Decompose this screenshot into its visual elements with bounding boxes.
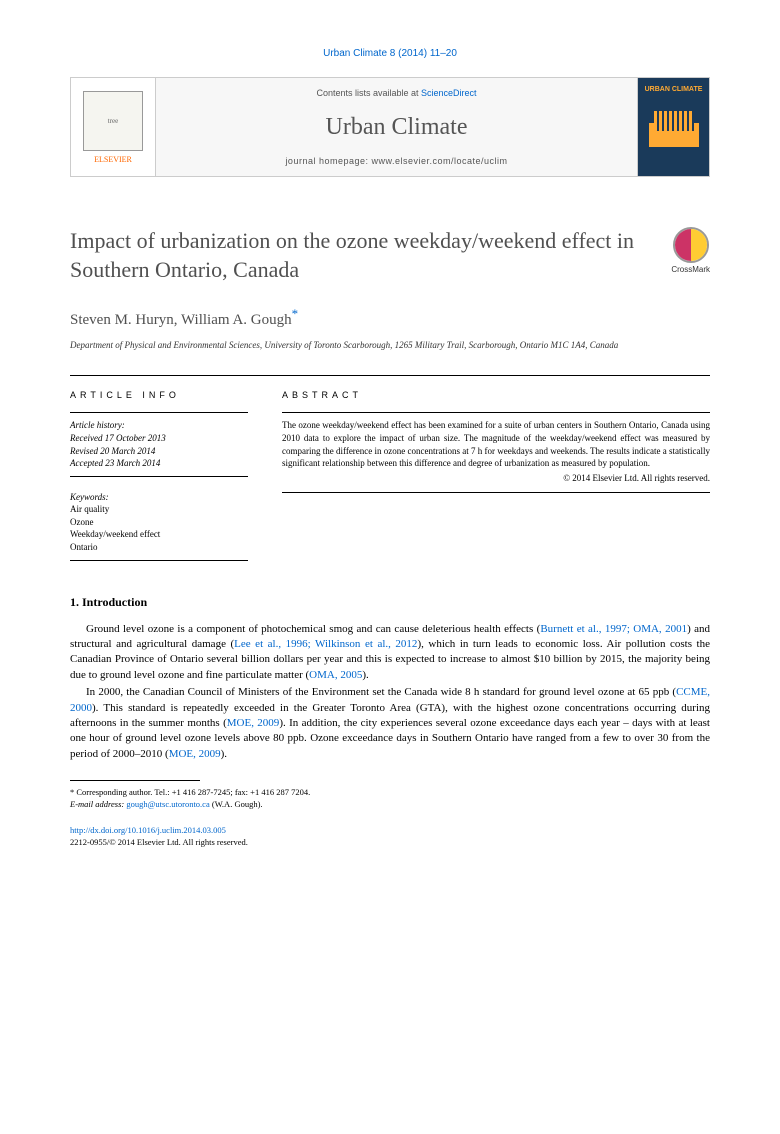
keyword: Ontario [70,541,248,554]
email-label: E-mail address: [70,799,126,809]
journal-banner: tree ELSEVIER Contents lists available a… [70,77,710,177]
abstract-copyright: © 2014 Elsevier Ltd. All rights reserved… [282,472,710,485]
history-revised: Revised 20 March 2014 [70,445,248,458]
crossmark-badge[interactable]: CrossMark [671,227,710,274]
affiliation: Department of Physical and Environmental… [70,339,710,351]
abstract-text: The ozone weekday/weekend effect has bee… [282,412,710,493]
corresponding-symbol: * [292,306,299,321]
journal-name: Urban Climate [326,114,468,141]
paragraph: Ground level ozone is a component of pho… [70,622,710,684]
corresponding-line: * Corresponding author. Tel.: +1 416 287… [70,787,710,799]
keywords-label: Keywords: [70,491,248,504]
journal-center: Contents lists available at ScienceDirec… [156,78,637,176]
info-abstract-row: ARTICLE INFO Article history: Received 1… [70,375,710,560]
doi-block: http://dx.doi.org/10.1016/j.uclim.2014.0… [70,825,710,849]
article-info: ARTICLE INFO Article history: Received 1… [70,390,248,560]
homepage-url[interactable]: www.elsevier.com/locate/uclim [372,156,508,166]
text-run: Ground level ozone is a component of pho… [86,623,540,635]
elsevier-tree-icon: tree [83,91,143,151]
email-line: E-mail address: gough@utsc.utoronto.ca (… [70,799,710,811]
citation-link[interactable]: Burnett et al., 1997; OMA, 2001 [540,623,687,635]
doi-link[interactable]: http://dx.doi.org/10.1016/j.uclim.2014.0… [70,825,710,837]
homepage-label: journal homepage: [285,156,371,166]
email-who: (W.A. Gough). [210,799,263,809]
title-row: Impact of urbanization on the ozone week… [70,227,710,284]
body-text: Ground level ozone is a component of pho… [70,622,710,763]
cover-label: URBAN CLIMATE [645,86,703,93]
keyword: Air quality [70,503,248,516]
cover-city-icon [649,107,699,147]
abstract-heading: ABSTRACT [282,390,710,400]
sciencedirect-link[interactable]: ScienceDirect [421,88,477,98]
history-accepted: Accepted 23 March 2014 [70,457,248,470]
article-history: Article history: Received 17 October 201… [70,412,248,476]
keyword: Ozone [70,516,248,529]
authors: Steven M. Huryn, William A. Gough* [70,306,710,329]
citation-link[interactable]: MOE, 2009 [169,748,221,760]
section-heading: 1. Introduction [70,595,710,610]
history-received: Received 17 October 2013 [70,432,248,445]
history-label: Article history: [70,419,248,432]
abstract-body: The ozone weekday/weekend effect has bee… [282,420,710,468]
header-citation: Urban Climate 8 (2014) 11–20 [70,48,710,59]
contents-list-line: Contents lists available at ScienceDirec… [316,88,476,98]
citation-link[interactable]: OMA, 2005 [309,669,362,681]
text-run: ). [362,669,368,681]
publisher-name: ELSEVIER [94,155,132,164]
crossmark-label: CrossMark [671,265,710,274]
crossmark-icon [673,227,709,263]
paragraph: In 2000, the Canadian Council of Ministe… [70,685,710,762]
footer-separator [70,780,200,781]
email-link[interactable]: gough@utsc.utoronto.ca [126,799,209,809]
journal-cover-thumb: URBAN CLIMATE [637,78,709,176]
publisher-logo[interactable]: tree ELSEVIER [71,78,156,176]
text-run: In 2000, the Canadian Council of Ministe… [86,686,676,698]
text-run: ). [221,748,227,760]
keywords-block: Keywords: Air quality Ozone Weekday/week… [70,491,248,561]
article-info-heading: ARTICLE INFO [70,390,248,400]
citation-link[interactable]: Lee et al., 1996; Wilkinson et al., 2012 [234,638,417,650]
article-title: Impact of urbanization on the ozone week… [70,227,671,284]
issn-line: 2212-0955/© 2014 Elsevier Ltd. All right… [70,837,710,849]
corresponding-author: * Corresponding author. Tel.: +1 416 287… [70,787,710,811]
citation-link[interactable]: MOE, 2009 [227,717,280,729]
keyword: Weekday/weekend effect [70,528,248,541]
author-names: Steven M. Huryn, William A. Gough [70,312,292,328]
abstract: ABSTRACT The ozone weekday/weekend effec… [282,390,710,560]
journal-homepage: journal homepage: www.elsevier.com/locat… [285,156,507,166]
contents-prefix: Contents lists available at [316,88,421,98]
